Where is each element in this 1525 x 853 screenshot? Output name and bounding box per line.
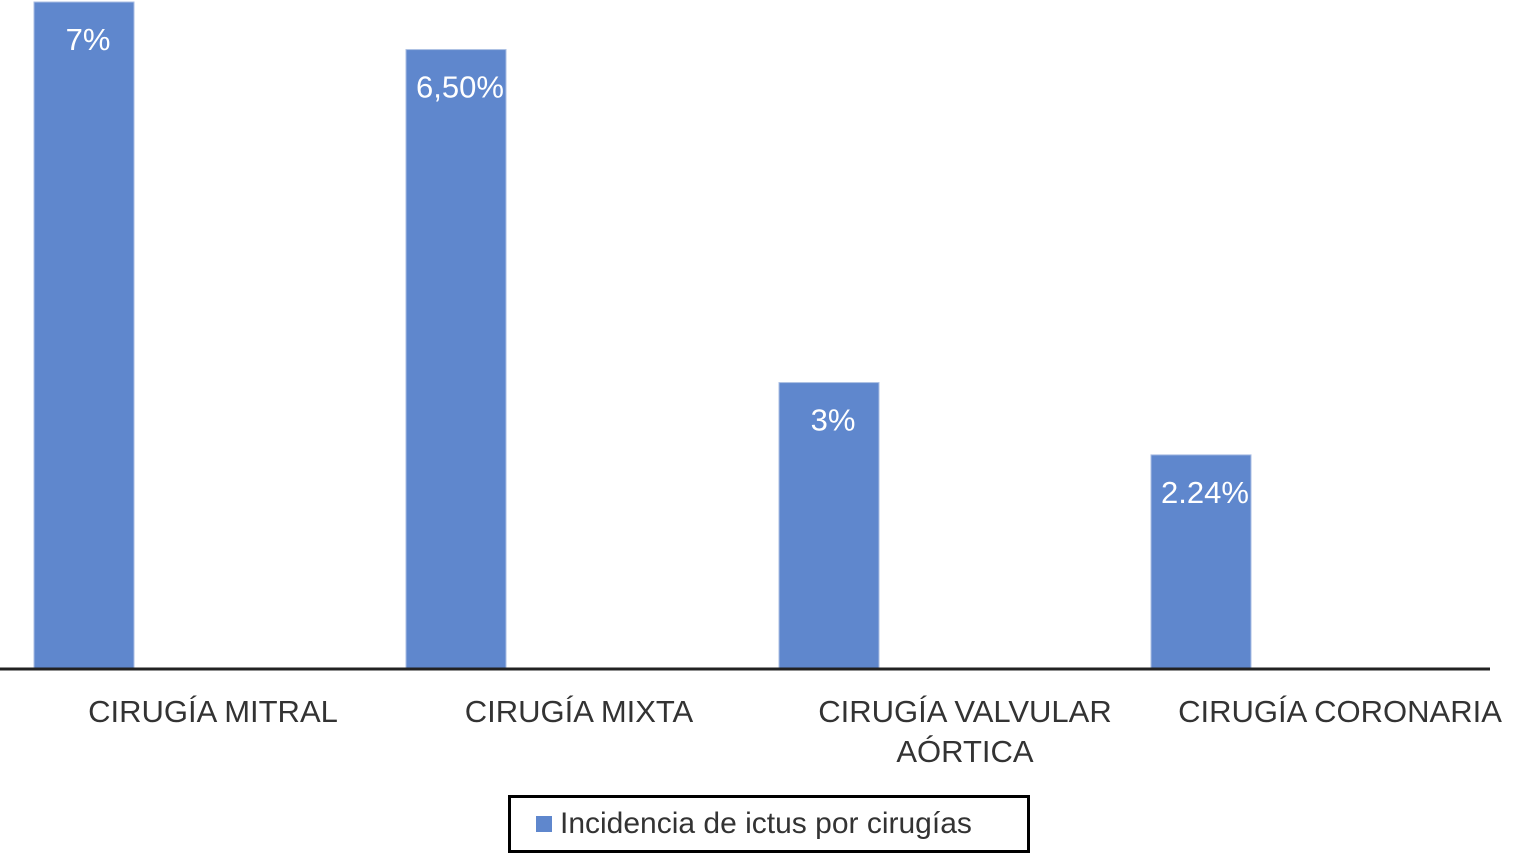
category-label: AÓRTICA xyxy=(896,734,1034,769)
data-label: 3% xyxy=(811,403,856,438)
legend-swatch xyxy=(536,816,552,832)
bar xyxy=(405,49,507,669)
data-label: 6,50% xyxy=(416,70,504,105)
bar-chart: 7% CIRUGÍA MITRAL 6,50% CIRUGÍA MIXTA 3% CIRU… xyxy=(0,1,1502,769)
bar xyxy=(778,382,880,669)
category-label: CIRUGÍA MIXTA xyxy=(465,694,694,729)
category-label: CIRUGÍA VALVULAR xyxy=(818,694,1111,729)
legend: Incidencia de ictus por cirugías xyxy=(508,795,1030,853)
bar xyxy=(33,1,135,669)
bar xyxy=(1150,454,1252,669)
category-label: CIRUGÍA MITRAL xyxy=(88,694,338,729)
data-label: 2.24% xyxy=(1161,475,1249,510)
legend-label: Incidencia de ictus por cirugías xyxy=(560,807,972,840)
data-label: 7% xyxy=(66,22,111,57)
category-label: CIRUGÍA CORONARIA xyxy=(1178,694,1502,729)
